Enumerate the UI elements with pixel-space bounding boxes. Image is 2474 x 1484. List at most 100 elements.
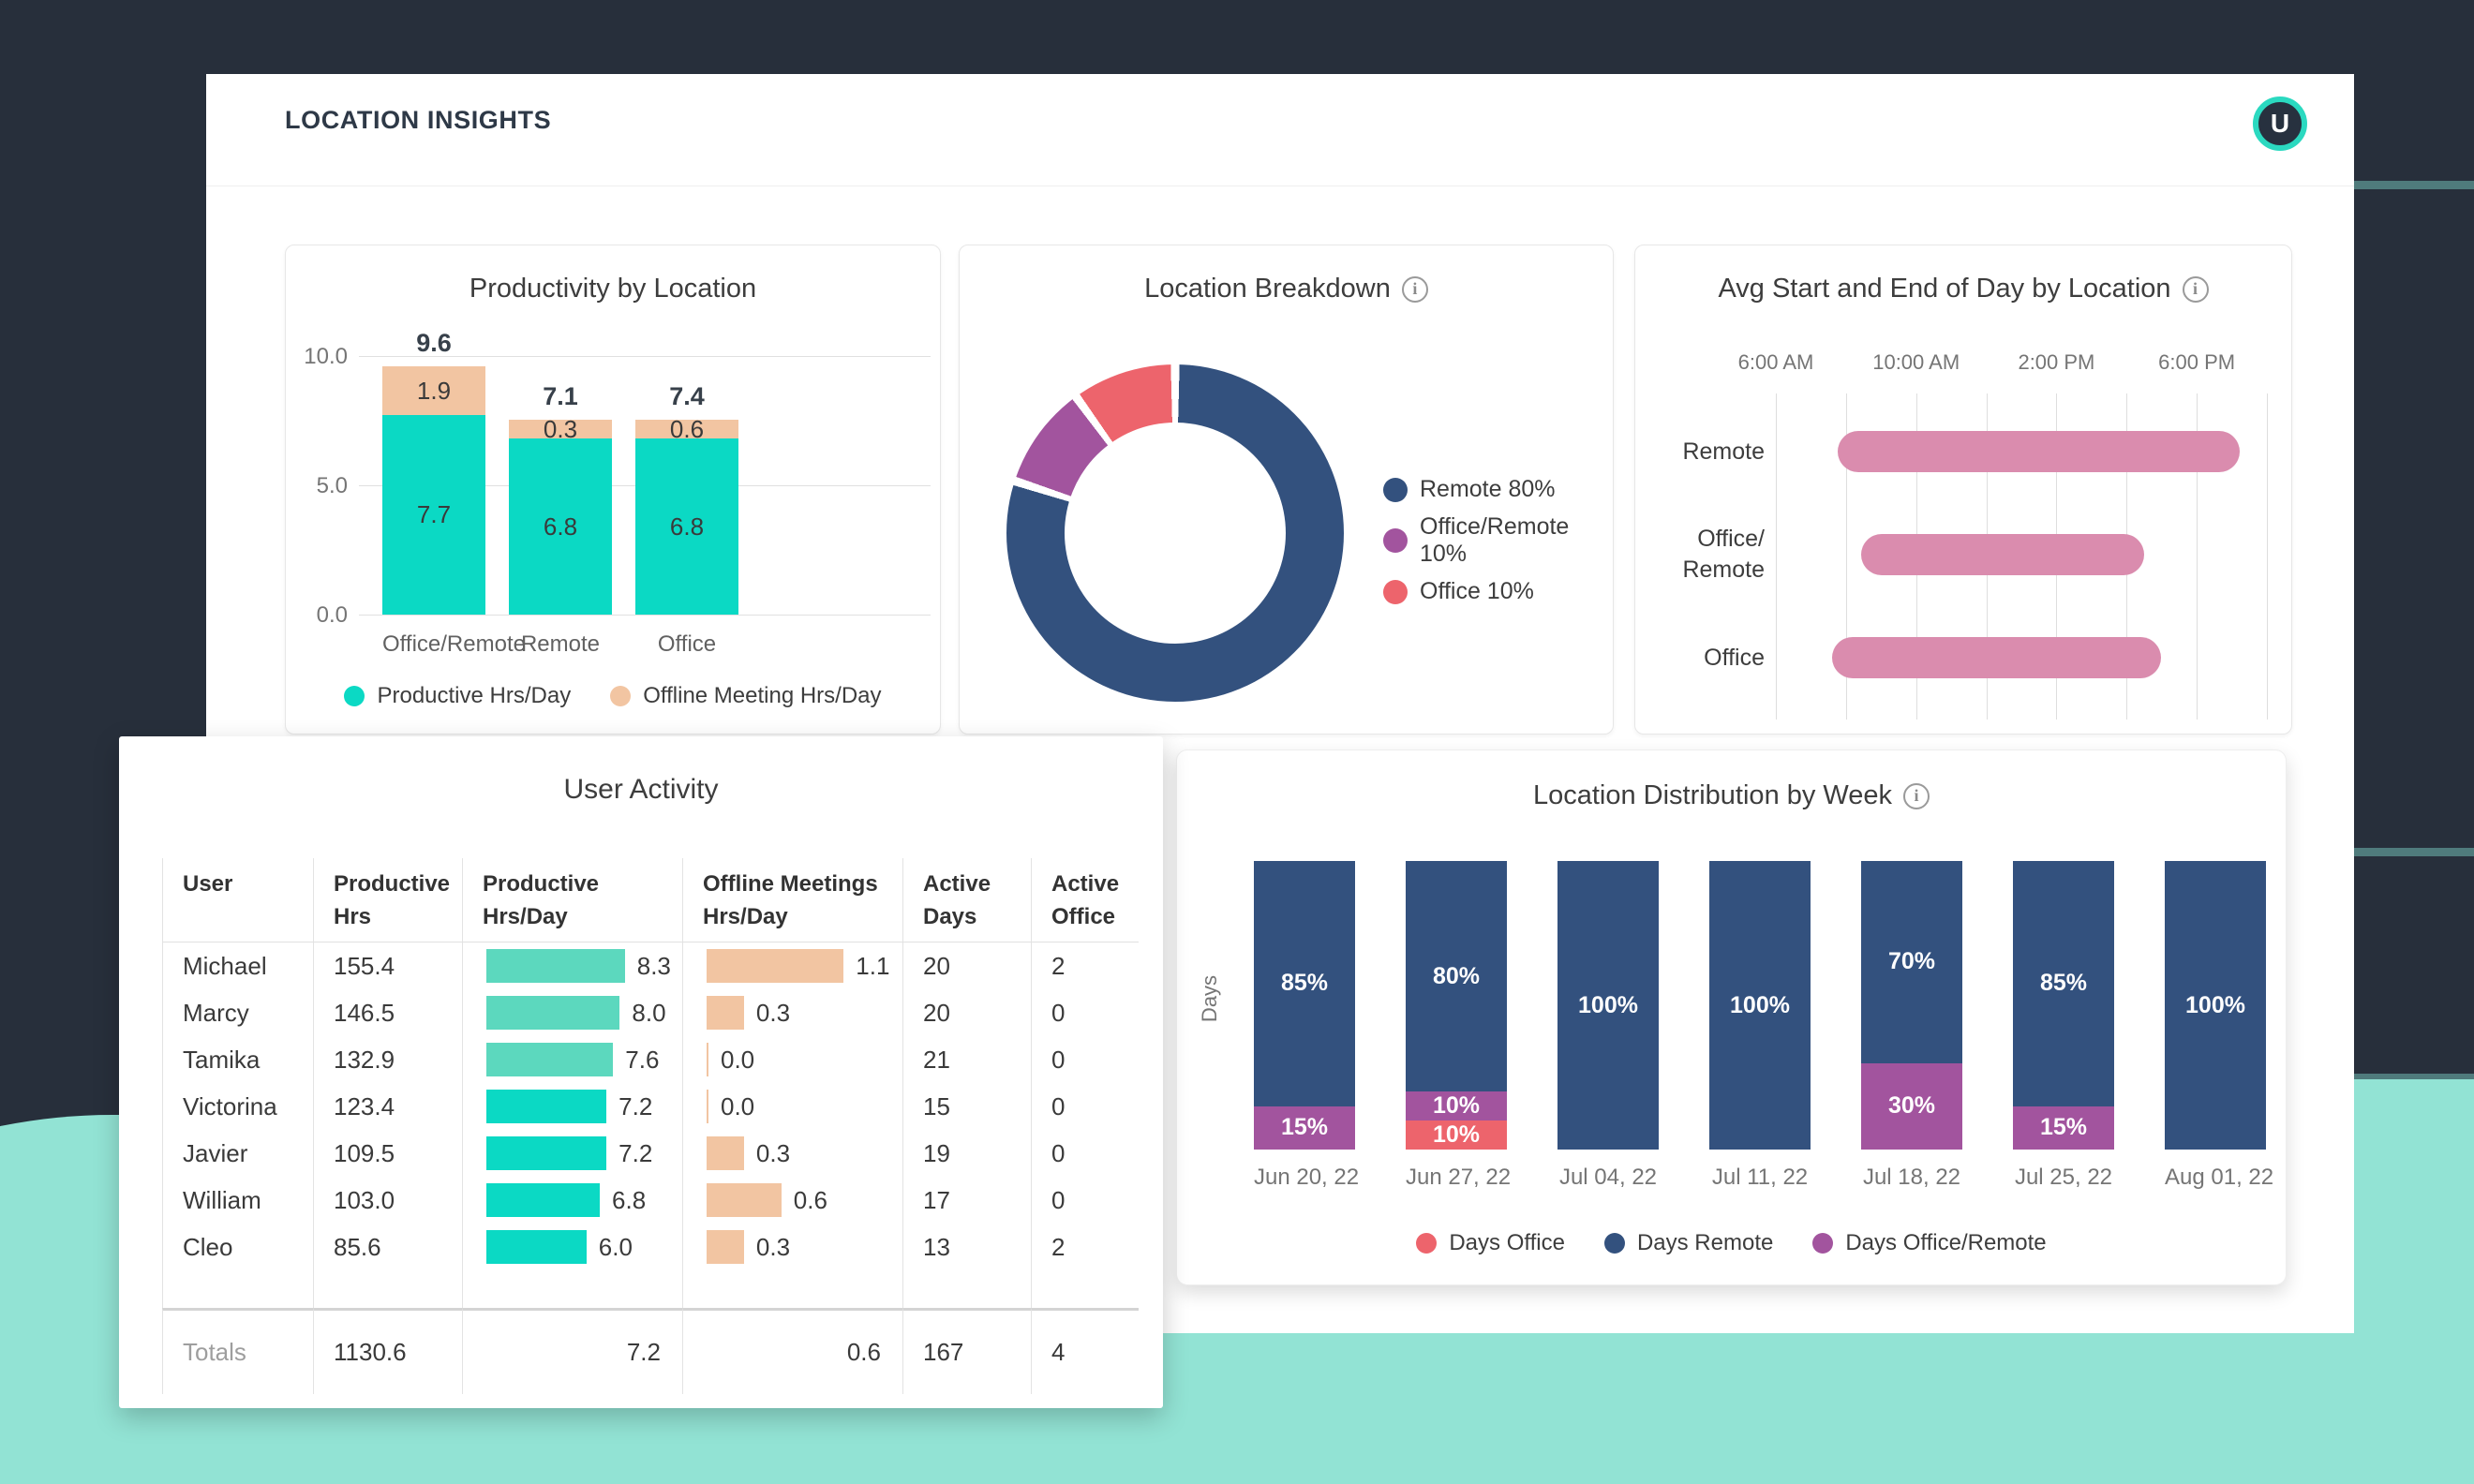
- teal-stripe-decoration: [2354, 181, 2474, 189]
- meetings-segment: 1.9: [382, 366, 485, 416]
- chart-title: Location Distribution by Week i: [1177, 780, 2286, 811]
- info-icon[interactable]: i: [1401, 275, 1428, 303]
- meetings-segment: 0.3: [509, 415, 612, 443]
- cell-active-office: 2: [1031, 942, 1139, 989]
- bar-value-label: 6.8: [612, 1185, 647, 1214]
- chart-title-text: Location Distribution by Week: [1532, 780, 1893, 810]
- column-header: Active Office: [1031, 858, 1139, 942]
- gridline: [2267, 393, 2268, 720]
- legend-item[interactable]: Office 10%: [1383, 578, 1613, 605]
- weekly-bar-segment-remote: 85%: [2013, 861, 2114, 1106]
- y-axis-tick: 5.0: [316, 473, 348, 498]
- weekly-bar-segment-office_remote: 10%: [1406, 1091, 1507, 1121]
- weekly-bar-segment-office_remote: 30%: [1861, 1062, 1962, 1150]
- chart-title: Avg Start and End of Day by Location i: [1635, 274, 2291, 304]
- cell-offline-meetings: 0.0: [682, 1036, 902, 1083]
- bar-value-label: 8.3: [636, 951, 671, 980]
- x-axis-label: Aug 01, 22: [2165, 1165, 2274, 1190]
- offline-meetings-bar: [707, 1043, 708, 1076]
- legend-dot-icon: [344, 686, 365, 706]
- bar-total-label: 7.1: [543, 382, 578, 411]
- cell-productive-hrs-day: 6.0: [462, 1224, 682, 1270]
- offline-meetings-bar: [707, 1230, 744, 1264]
- chart-legend: Productive Hrs/Day Offline Meeting Hrs/Da…: [286, 683, 940, 709]
- legend-item[interactable]: Days Remote: [1603, 1230, 1773, 1256]
- legend-label: Days Office/Remote: [1845, 1230, 2047, 1255]
- x-axis-label: Jun 27, 22: [1406, 1165, 1512, 1190]
- legend-item[interactable]: Days Office/Remote: [1812, 1230, 2047, 1256]
- schedule-row-label: Office/Remote: [1682, 526, 1765, 583]
- cell-active-office: 0: [1031, 1036, 1139, 1083]
- totals-active-days: 167: [902, 1308, 1031, 1394]
- weekly-bar: 85% 15%: [1254, 861, 1355, 1150]
- productive-hrs-bar: [486, 1043, 614, 1076]
- productive-hrs-bar: [486, 1230, 587, 1264]
- cell-user: Tamika: [162, 1036, 313, 1083]
- bar-total-label: 9.6: [416, 329, 452, 358]
- cell-productive-hrs: 85.6: [313, 1224, 462, 1270]
- cell-active-days: 20: [902, 989, 1031, 1036]
- weekly-bar-segment-remote: 85%: [1254, 861, 1355, 1106]
- x-axis-labels: Office/Remote Remote Office: [359, 631, 931, 660]
- legend-item[interactable]: Office/Remote 10%: [1383, 513, 1613, 568]
- legend-item[interactable]: Remote 80%: [1383, 476, 1613, 503]
- cell-productive-hrs: 155.4: [313, 942, 462, 989]
- column-header: Productive Hrs: [313, 858, 462, 942]
- legend-label: Office 10%: [1420, 578, 1534, 604]
- cell-active-office: 2: [1031, 1224, 1139, 1270]
- cell-active-days: 20: [902, 942, 1031, 989]
- productivity-bar: 9.6 1.9 7.7: [382, 329, 485, 615]
- legend-item[interactable]: Offline Meeting Hrs/Day: [610, 683, 882, 709]
- chart-title: Productivity by Location: [469, 274, 757, 304]
- cell-productive-hrs-day: 8.3: [462, 942, 682, 989]
- legend-label: Remote 80%: [1420, 476, 1556, 502]
- chart-title-text: Location Breakdown: [1144, 274, 1391, 304]
- user-avatar[interactable]: U: [2253, 96, 2307, 151]
- mint-right-band: [2354, 1079, 2474, 1484]
- totals-offline-meetings: 0.6: [682, 1308, 902, 1394]
- cell-productive-hrs: 123.4: [313, 1083, 462, 1130]
- productive-hrs-bar: [486, 1183, 601, 1217]
- info-icon[interactable]: i: [1903, 782, 1930, 809]
- cell-user: Marcy: [162, 989, 313, 1036]
- cell-offline-meetings: 0.0: [682, 1083, 902, 1130]
- time-axis-label: 6:00 PM: [2158, 350, 2236, 374]
- weekly-bar-segment-remote: 100%: [1557, 861, 1659, 1150]
- column-header: User: [162, 858, 313, 942]
- schedule-range-bar: [1860, 534, 2144, 575]
- cell-user: Javier: [162, 1130, 313, 1177]
- totals-productive-hrs: 1130.6: [313, 1308, 462, 1394]
- cell-active-days: 13: [902, 1224, 1031, 1270]
- cell-productive-hrs-day: 7.2: [462, 1083, 682, 1130]
- spacer-cell: [902, 1270, 1031, 1308]
- weekly-bar-segment-remote: 70%: [1861, 861, 1962, 1063]
- chart-legend: Remote 80% Office/Remote 10% Office 10%: [1383, 476, 1613, 605]
- info-icon[interactable]: i: [2182, 275, 2209, 303]
- weekly-bar: 100%: [1557, 861, 1659, 1150]
- cell-user: Michael: [162, 942, 313, 989]
- cell-active-office: 0: [1031, 1177, 1139, 1224]
- legend-item[interactable]: Productive Hrs/Day: [344, 683, 571, 709]
- legend-item[interactable]: Days Office: [1416, 1230, 1565, 1256]
- gridline: [1776, 393, 1777, 720]
- cell-offline-meetings: 0.3: [682, 989, 902, 1036]
- avg-start-end-card: Avg Start and End of Day by Location i 6…: [1634, 245, 2292, 735]
- cell-active-days: 21: [902, 1036, 1031, 1083]
- x-axis-label: Jul 04, 22: [1558, 1165, 1658, 1190]
- column-header: Offline Meetings Hrs/Day: [682, 858, 902, 942]
- bar-value-label: 8.0: [632, 998, 666, 1027]
- productive-segment: 7.7: [382, 415, 485, 615]
- weekly-bar: 70% 30%: [1861, 861, 1962, 1150]
- chart-legend: Days Office Days Remote Days Office/Remote: [1177, 1230, 2286, 1256]
- productive-hrs-bar: [486, 1090, 607, 1123]
- x-axis-label: Jun 20, 22: [1254, 1165, 1360, 1190]
- location-distribution-card: Location Distribution by Week i Days 85%…: [1176, 749, 2287, 1285]
- bar-value-label: 0.3: [755, 1138, 791, 1167]
- page-title: LOCATION INSIGHTS: [285, 106, 552, 134]
- weekly-bar-segment-office_remote: 15%: [2013, 1106, 2114, 1150]
- weekly-bar-segment-office: 10%: [1406, 1120, 1507, 1150]
- weekly-bar-segment-remote: 100%: [1709, 861, 1811, 1150]
- gridline: [359, 615, 931, 616]
- cell-active-days: 17: [902, 1177, 1031, 1224]
